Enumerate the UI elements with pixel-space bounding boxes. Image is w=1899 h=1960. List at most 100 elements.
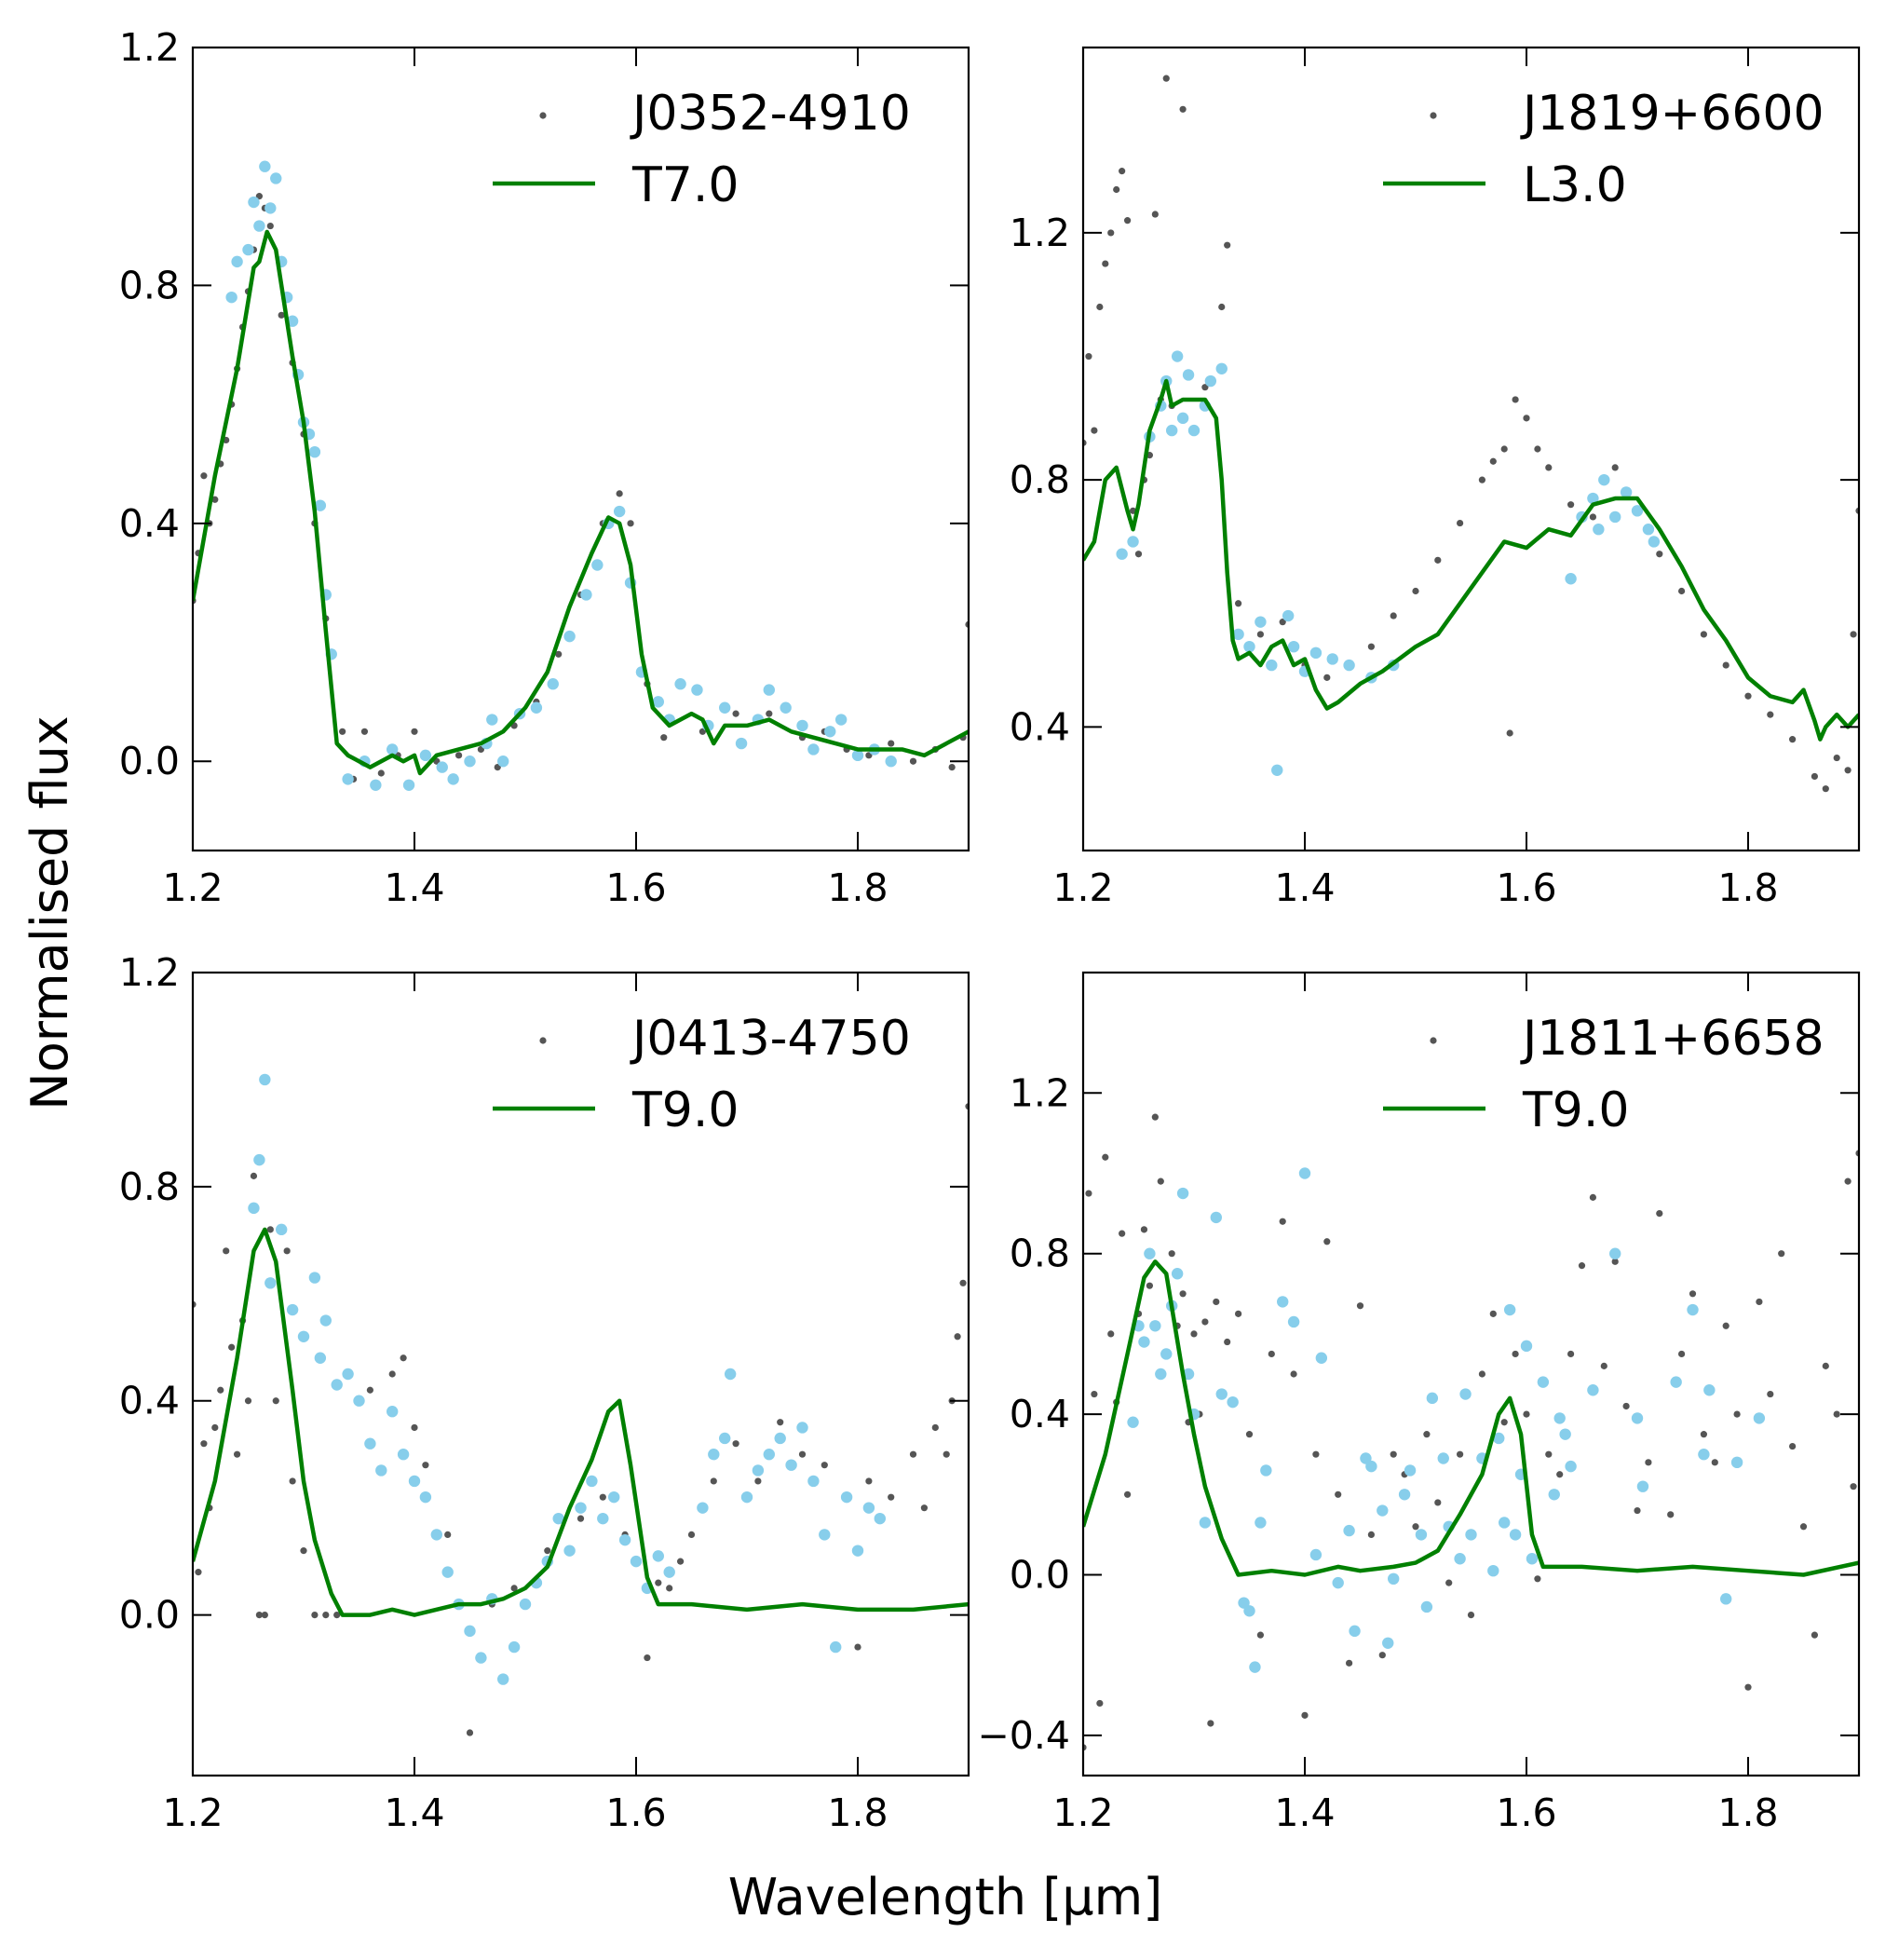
observed-point	[909, 757, 917, 765]
highlighted-point	[1155, 1368, 1167, 1381]
highlighted-point	[1587, 1384, 1599, 1396]
observed-point	[377, 769, 385, 777]
highlighted-point	[1487, 1564, 1499, 1577]
observed-point	[1102, 1153, 1109, 1161]
highlighted-point	[1166, 424, 1178, 437]
highlighted-point	[1648, 536, 1661, 548]
highlighted-point	[552, 1512, 564, 1525]
observed-point	[1523, 1410, 1530, 1418]
observed-point	[948, 764, 956, 771]
observed-point	[510, 1585, 518, 1592]
observed-point	[1578, 1262, 1586, 1270]
highlighted-point	[1493, 1432, 1505, 1445]
highlighted-point	[1171, 350, 1184, 362]
highlighted-point	[785, 1459, 797, 1471]
x-tick-label: 1.8	[1717, 865, 1778, 910]
highlighted-point	[1144, 1247, 1156, 1259]
y-tick-label: 1.2	[119, 950, 180, 995]
observed-point	[1312, 1450, 1320, 1458]
observed-point	[266, 1226, 274, 1233]
highlighted-point	[276, 1223, 288, 1236]
highlighted-point	[253, 1153, 265, 1166]
highlighted-point	[1499, 1517, 1511, 1529]
observed-point	[959, 1279, 967, 1286]
highlighted-point	[1426, 1392, 1439, 1405]
observed-point	[1085, 1190, 1092, 1197]
observed-point	[250, 1172, 258, 1179]
observed-point	[1390, 612, 1397, 619]
highlighted-point	[630, 1555, 643, 1568]
highlighted-point	[1343, 1524, 1355, 1537]
observed-point	[466, 1729, 474, 1736]
highlighted-point	[297, 1330, 310, 1342]
observed-point	[1567, 1350, 1575, 1358]
highlighted-point	[591, 559, 604, 571]
highlighted-point	[1260, 1464, 1272, 1477]
highlighted-point	[1565, 1460, 1577, 1473]
observed-point	[200, 1440, 208, 1448]
observed-point	[1367, 1531, 1375, 1538]
observed-point	[888, 740, 895, 747]
highlighted-point	[397, 1449, 410, 1461]
highlighted-point	[824, 726, 836, 738]
highlighted-point	[308, 1272, 321, 1284]
observed-point	[1190, 1330, 1198, 1338]
highlighted-point	[1553, 1412, 1566, 1424]
highlighted-point	[1642, 524, 1655, 536]
highlighted-point	[1326, 653, 1338, 665]
highlighted-point	[1631, 505, 1644, 517]
highlighted-point	[1730, 1456, 1743, 1469]
highlighted-point	[1465, 1529, 1477, 1541]
highlighted-point	[618, 1533, 631, 1546]
highlighted-point	[1343, 659, 1355, 672]
y-tick-label: 1.2	[1010, 211, 1070, 255]
highlighted-point	[608, 1490, 620, 1504]
observed-point	[322, 1612, 330, 1619]
observed-point	[732, 1440, 739, 1448]
observed-point	[1767, 711, 1774, 718]
highlighted-point	[1238, 1597, 1250, 1609]
observed-point	[1179, 1290, 1187, 1298]
highlighted-point	[1210, 1211, 1223, 1224]
observed-point	[333, 1612, 341, 1619]
highlighted-point	[342, 1368, 354, 1381]
highlighted-point	[874, 1512, 886, 1525]
observed-point	[1119, 168, 1126, 175]
observed-point	[211, 496, 219, 503]
observed-point	[1323, 674, 1331, 681]
y-tick-label: 0.0	[1010, 1553, 1070, 1598]
y-tick-label: 0.8	[119, 263, 180, 307]
observed-point	[1744, 1683, 1752, 1691]
highlighted-point	[1598, 473, 1610, 486]
panel-3: 1.2 1.4 1.6 1.8 0.0 0.4 0.8 1.2 J0413-4750 T9.0	[119, 950, 970, 1835]
highlighted-point	[724, 1368, 737, 1381]
x-tick-label: 1.2	[162, 865, 223, 910]
observed-point	[1113, 185, 1120, 194]
observed-point	[272, 1397, 279, 1405]
highlighted-point	[530, 701, 543, 714]
highlighted-point	[763, 684, 775, 696]
observed-point	[599, 1493, 606, 1501]
observed-point	[1467, 1612, 1475, 1619]
highlighted-point	[1277, 1296, 1289, 1308]
highlighted-point	[1187, 424, 1200, 437]
observed-point	[1678, 587, 1686, 595]
observed-point	[1085, 352, 1092, 361]
observed-point	[1256, 631, 1264, 638]
observed-point	[1850, 631, 1857, 638]
observed-point	[1201, 1318, 1209, 1326]
highlighted-point	[1149, 1320, 1161, 1332]
highlighted-point	[1404, 1464, 1417, 1477]
observed-point	[1589, 1193, 1596, 1201]
highlighted-point	[497, 755, 509, 768]
observed-point	[920, 1504, 929, 1512]
highlighted-point	[402, 779, 415, 791]
observed-point	[217, 1386, 224, 1394]
highlighted-point	[807, 1475, 820, 1488]
highlighted-point	[1753, 1412, 1766, 1424]
x-tick-label: 1.8	[1717, 1790, 1778, 1835]
legend-model-label: T9.0	[631, 1082, 739, 1138]
observed-point	[1611, 1258, 1619, 1265]
highlighted-point	[1420, 1600, 1433, 1613]
observed-point	[1146, 1282, 1153, 1289]
